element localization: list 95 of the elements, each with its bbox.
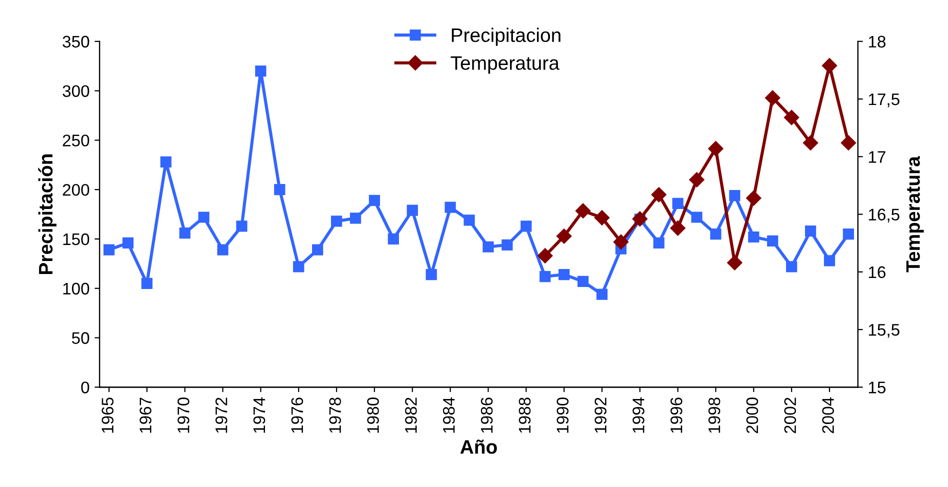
x-tick-label: 1978 [329,398,342,433]
x-tick-label: 2000 [746,398,758,434]
point [558,268,570,280]
y2-tick-label: 17 [868,151,886,163]
x-tick-label: 1984 [442,397,455,433]
point [406,204,418,216]
point [350,212,362,224]
point [632,211,648,226]
point [824,255,836,266]
x-tick-label: 1992 [594,398,606,433]
point [444,202,456,213]
x-tick-label: 1970 [178,398,190,433]
point [802,135,818,150]
point [160,156,172,168]
point [691,212,702,223]
y-tick-label: 250 [62,134,90,146]
point [577,276,589,288]
point [670,220,686,236]
point [198,212,210,223]
point [710,228,722,240]
point [482,241,494,252]
point [729,190,740,202]
point [141,278,152,289]
x-tick-label: 2004 [822,397,834,434]
point [538,248,553,264]
point [556,228,572,244]
point [312,244,324,256]
legend-label: Temperatura [450,56,560,74]
point [708,141,724,156]
y-axis-title: Precipitación [38,154,56,274]
point [804,226,816,237]
point [842,228,854,240]
y-tick-label: 50 [72,332,90,344]
point [217,244,228,256]
legend-label: Precipitacion [452,28,560,46]
x-tick-label: 1982 [405,398,417,433]
x-tick-label: 1990 [556,398,569,433]
point [502,239,513,250]
y2-tick-label: 17,5 [868,94,900,108]
point [651,187,666,202]
y-tick-label: 0 [81,382,90,394]
y-tick-label: 100 [63,282,90,295]
y2-tick-label: 16 [868,266,886,278]
x-tick-label: 1974 [253,397,266,433]
point [520,220,532,232]
y2-tick-label: 15 [868,382,886,394]
y2-tick-label: 18 [868,36,886,48]
x-tick-label: 1994 [632,397,644,433]
point [786,261,798,272]
point [748,231,760,243]
y2-axis-title: Temperatura [906,156,924,272]
point [672,198,684,209]
x-tick-label: 1988 [518,398,531,433]
x-tick-label: 2002 [784,398,796,434]
point [596,288,608,300]
point [426,268,437,280]
x-tick-label: 1986 [480,398,493,433]
y2-tick-label: 15,5 [868,324,900,338]
point [727,255,742,270]
point [594,210,610,226]
point [388,233,399,245]
point [689,172,704,188]
y-tick-label: 350 [62,36,90,48]
x-tick-label: 1965 [102,398,114,433]
point [765,90,780,106]
point [330,216,342,227]
point [368,194,380,206]
point [767,235,778,247]
point [540,270,551,282]
point [653,237,664,248]
y-tick-label: 150 [63,233,90,246]
point [746,190,762,206]
point [103,244,115,256]
y-tick-label: 200 [62,184,90,196]
x-tick-label: 1972 [215,398,228,433]
point [236,220,248,232]
point [822,58,838,74]
point [293,261,304,272]
y2-tick-label: 16,5 [868,208,900,222]
x-tick-label: 1996 [670,398,682,433]
point [274,184,286,196]
x-tick-label: 1967 [140,398,152,433]
point [464,214,475,226]
y-tick-label: 300 [62,85,90,97]
point [122,237,134,248]
point [613,234,629,250]
point [575,203,591,218]
x-tick-label: 1976 [291,398,304,433]
point [784,110,800,126]
x-tick-label: 1998 [708,398,720,433]
x-axis-title: Año [460,440,497,454]
point [255,65,266,77]
point [840,135,856,150]
x-tick-label: 1980 [367,398,379,433]
point [179,227,190,239]
